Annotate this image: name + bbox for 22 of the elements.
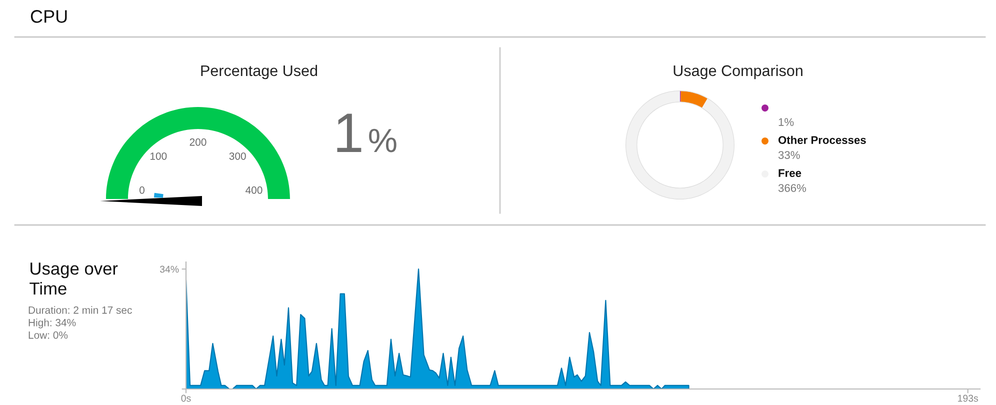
- chart-title: Usage over Time: [30, 262, 118, 295]
- text: Percentage Used: [201, 64, 318, 80]
- text: 1%: [778, 118, 794, 126]
- text: 366%: [778, 184, 806, 192]
- y-tick-label: 34%: [160, 266, 179, 273]
- text: 200: [190, 138, 206, 146]
- text: High: 34%: [28, 318, 76, 328]
- text: Duration: 2 min 17 sec: [28, 306, 132, 314]
- x-tick-label: 193s: [958, 394, 978, 402]
- text: 400: [246, 186, 262, 194]
- text: 100: [150, 152, 167, 160]
- text: Low: 0%: [28, 331, 68, 339]
- text: 300: [229, 152, 246, 160]
- x-tick-label: 0s: [181, 394, 191, 402]
- donut-slice: [680, 91, 708, 108]
- data-label: 1%: [337, 114, 396, 152]
- legend-label: Free: [778, 169, 802, 177]
- text: 33%: [778, 151, 800, 159]
- legend-label: Other Processes: [778, 136, 866, 144]
- chart-title: Usage Comparison: [674, 64, 802, 80]
- text: CPU: [30, 10, 67, 23]
- text: 0: [140, 186, 144, 194]
